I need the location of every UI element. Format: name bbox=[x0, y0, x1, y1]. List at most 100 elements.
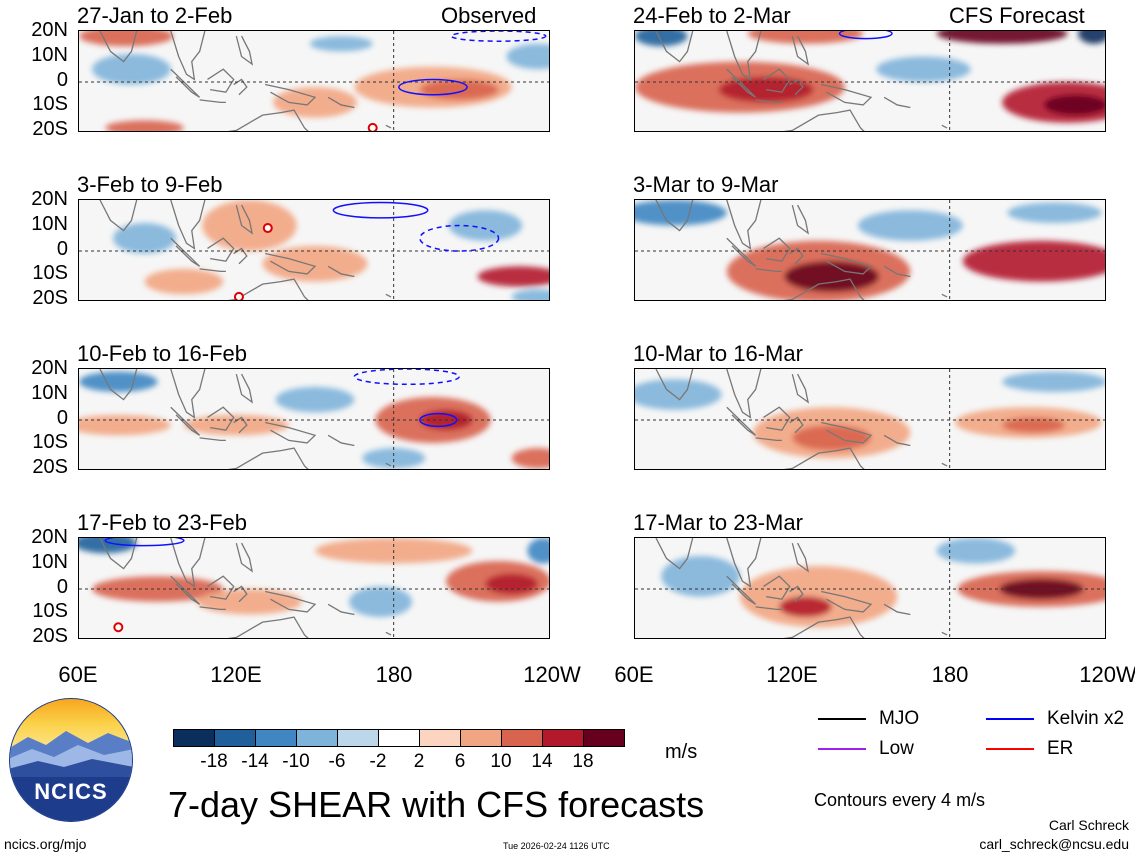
shear-anomaly-blob bbox=[962, 240, 1105, 282]
lat-label-row4-10s: 10S bbox=[32, 600, 68, 622]
coastline bbox=[783, 447, 865, 469]
shear-anomaly-blob bbox=[113, 222, 177, 254]
map-panel-fc4 bbox=[634, 537, 1106, 639]
shear-anomaly-blob bbox=[362, 448, 426, 469]
lat-label-row1-0: 0 bbox=[56, 69, 68, 91]
panel-title-obs4: 17-Feb to 23-Feb bbox=[77, 510, 247, 535]
panel-title-fc3: 10-Mar to 16-Mar bbox=[633, 341, 803, 366]
coastline bbox=[783, 278, 865, 300]
shear-anomaly-blob bbox=[635, 379, 722, 410]
lat-label-row2-20n: 20N bbox=[31, 188, 68, 210]
author-email[interactable]: carl_schreck@ncsu.edu bbox=[979, 836, 1129, 852]
kelvin-contour bbox=[450, 31, 547, 42]
coastline bbox=[655, 200, 694, 232]
shear-anomaly-blob bbox=[747, 31, 864, 44]
coastline bbox=[327, 434, 355, 447]
shear-anomaly-blob bbox=[527, 538, 549, 564]
panel-tag-observed: Observed bbox=[441, 3, 537, 28]
shear-field-obs4 bbox=[79, 538, 549, 638]
shear-anomaly-blob bbox=[1002, 417, 1066, 433]
kelvin-contour bbox=[332, 201, 429, 219]
lat-label-row1-10n: 10N bbox=[31, 44, 68, 66]
colorbar-tick-label: -6 bbox=[328, 751, 346, 772]
coastline bbox=[385, 124, 392, 129]
shear-anomaly-blob bbox=[309, 36, 373, 52]
colorbar-swatch bbox=[378, 729, 420, 747]
panel-title-fc4: 17-Mar to 23-Mar bbox=[633, 510, 803, 535]
coastline bbox=[170, 200, 206, 250]
shear-field-fc4 bbox=[635, 538, 1105, 638]
coastline bbox=[791, 373, 810, 404]
lat-label-row3-10n: 10N bbox=[31, 382, 68, 404]
panel-tag-forecast: CFS Forecast bbox=[949, 3, 1085, 28]
shear-anomaly-blob bbox=[511, 289, 549, 300]
colorbar-swatch bbox=[583, 729, 625, 747]
lat-label-row3-10s: 10S bbox=[32, 431, 68, 453]
shear-anomaly-blob bbox=[349, 586, 413, 618]
shear-anomaly-blob bbox=[1078, 31, 1105, 44]
coastline bbox=[207, 237, 235, 262]
shear-anomaly-blob bbox=[79, 538, 137, 554]
shear-anomaly-blob bbox=[79, 371, 158, 392]
lat-label-row2-10n: 10N bbox=[31, 213, 68, 235]
map-panel-fc2 bbox=[634, 199, 1106, 301]
shear-anomaly-blob bbox=[635, 200, 727, 226]
site-url[interactable]: ncics.org/mjo bbox=[4, 836, 87, 852]
coastline bbox=[791, 542, 810, 573]
coastline bbox=[791, 204, 810, 235]
coastline bbox=[726, 31, 762, 81]
shear-anomaly-blob bbox=[506, 43, 549, 70]
lat-label-row1-20n: 20N bbox=[31, 19, 68, 41]
lat-label-row3-20n: 20N bbox=[31, 357, 68, 379]
coastline bbox=[235, 35, 254, 66]
coastline bbox=[207, 575, 235, 600]
coastline bbox=[235, 373, 254, 404]
colorbar-swatch bbox=[214, 729, 256, 747]
legend-line-kelvin bbox=[986, 718, 1034, 720]
coastline bbox=[726, 369, 762, 419]
lon-label-60e-right: 60E bbox=[614, 662, 654, 687]
shear-anomaly-blob bbox=[202, 200, 297, 251]
coastline bbox=[265, 252, 317, 275]
colorbar-swatch bbox=[419, 729, 461, 747]
coastline bbox=[265, 83, 317, 106]
coastline bbox=[821, 83, 873, 106]
shear-anomaly-blob bbox=[779, 596, 832, 618]
shear-anomaly-blob bbox=[105, 120, 184, 131]
coastline bbox=[99, 538, 138, 570]
lat-label-row1-20s: 20S bbox=[32, 118, 68, 140]
coastline bbox=[941, 124, 948, 129]
legend-line-mjo bbox=[818, 718, 866, 720]
lat-label-row4-0: 0 bbox=[56, 576, 68, 598]
kelvin-contour bbox=[419, 224, 500, 252]
colorbar-tick-label: -18 bbox=[200, 751, 228, 772]
legend-label-er: ER bbox=[1047, 738, 1074, 759]
coastline bbox=[821, 252, 873, 275]
tropical-cyclone-icon bbox=[367, 122, 378, 131]
coastline bbox=[821, 421, 873, 444]
colorbar-swatch bbox=[296, 729, 338, 747]
lon-label-120w-right: 120W bbox=[1079, 662, 1135, 687]
shear-anomaly-blob bbox=[79, 414, 171, 436]
coastline bbox=[199, 99, 226, 104]
coastline bbox=[170, 538, 206, 588]
map-panel-obs3 bbox=[78, 368, 550, 470]
legend-label-kelvin: Kelvin x2 bbox=[1047, 708, 1125, 729]
coastline bbox=[170, 369, 206, 419]
coastline bbox=[199, 437, 226, 442]
coastline bbox=[235, 204, 254, 235]
coastline bbox=[385, 631, 392, 636]
main-title: 7-day SHEAR with CFS forecasts bbox=[168, 784, 705, 825]
shear-anomaly-blob bbox=[1002, 371, 1105, 392]
coastline bbox=[941, 293, 948, 298]
colorbar-swatch bbox=[173, 729, 215, 747]
shear-anomaly-blob bbox=[262, 245, 368, 282]
map-panel-obs2 bbox=[78, 199, 550, 301]
shear-anomaly-blob bbox=[183, 414, 289, 436]
lat-label-row4-20s: 20S bbox=[32, 625, 68, 647]
shear-anomaly-blob bbox=[792, 425, 871, 451]
shear-anomaly-blob bbox=[1044, 94, 1105, 116]
panel-title-obs3: 10-Feb to 16-Feb bbox=[77, 341, 247, 366]
coastline bbox=[755, 437, 782, 442]
shear-anomaly-blob bbox=[273, 87, 357, 118]
